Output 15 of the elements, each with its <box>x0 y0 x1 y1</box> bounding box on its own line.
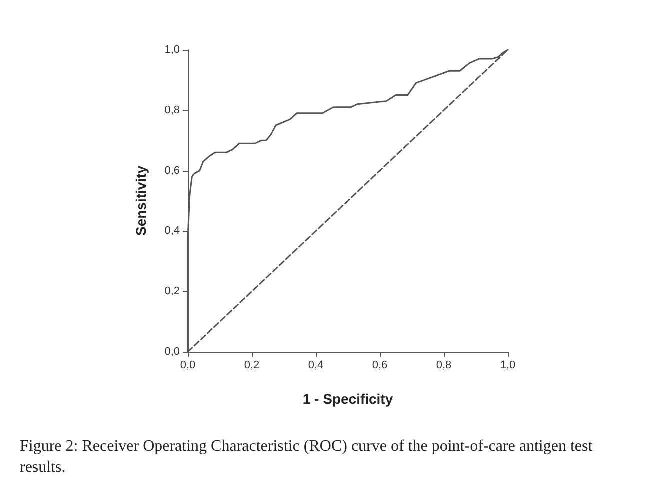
y-tick-label: 0,0 <box>164 346 180 358</box>
y-axis-title: Sensitivity <box>133 166 149 236</box>
x-axis-title: 1 - Specificity <box>302 391 394 407</box>
x-tick-label: 1,0 <box>500 360 516 372</box>
y-tick-label: 0,6 <box>164 164 180 177</box>
y-tick-label: 0,8 <box>164 104 180 116</box>
caption: Figure 2: Receiver Operating Characteristic (ROC) curve of the point-of-care antigen test results. <box>20 437 594 478</box>
x-tick-label: 0,8 <box>436 360 452 372</box>
x-tick-label: 0,2 <box>244 360 260 372</box>
x-tick-label: 0,0 <box>180 360 196 372</box>
y-tick-label: 1,0 <box>164 44 180 56</box>
x-tick-label: 0,4 <box>308 360 324 372</box>
y-tick-label: 0,4 <box>164 225 180 238</box>
x-tick-label: 0,6 <box>372 360 388 372</box>
y-tick-label: 0,2 <box>164 286 180 298</box>
